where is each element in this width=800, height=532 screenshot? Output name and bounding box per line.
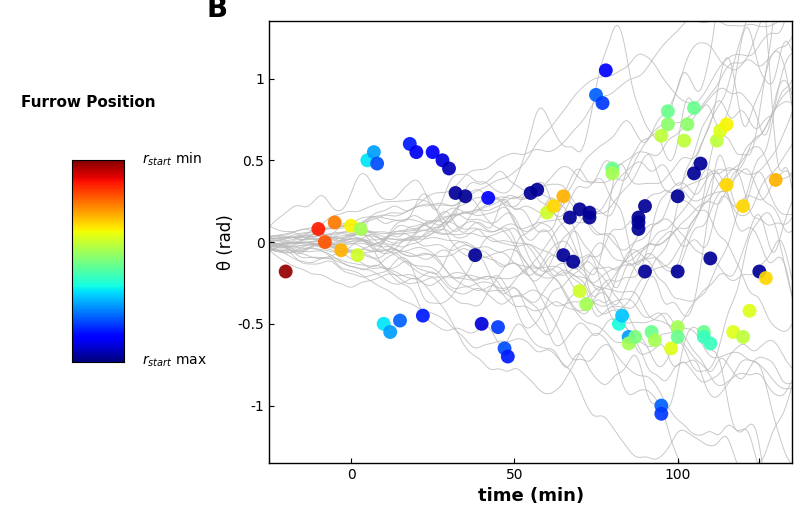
Point [370, 159, 383, 168]
Text: Furrow Position: Furrow Position [21, 95, 156, 110]
Point [622, 332, 635, 341]
Point [714, 127, 726, 135]
Point [574, 205, 586, 214]
Point [410, 148, 422, 156]
Point [312, 225, 325, 233]
Point [743, 306, 756, 315]
Point [704, 254, 717, 263]
Point [583, 213, 596, 222]
Point [688, 104, 701, 112]
Point [417, 311, 430, 320]
Point [622, 339, 635, 348]
Point [394, 317, 406, 325]
Point [361, 156, 374, 164]
Point [671, 332, 684, 341]
Point [770, 176, 782, 184]
Point [681, 120, 694, 129]
Point [384, 328, 397, 336]
Point [737, 202, 750, 210]
Point [655, 401, 668, 410]
Point [671, 323, 684, 331]
Point [688, 169, 701, 178]
Point [328, 218, 341, 227]
Point [541, 209, 554, 217]
Point [449, 189, 462, 197]
Point [482, 194, 494, 202]
Text: B: B [206, 0, 228, 23]
Point [502, 352, 514, 361]
Text: $r_{start}$ min: $r_{start}$ min [142, 151, 202, 168]
Point [566, 257, 579, 266]
Point [632, 213, 645, 222]
Point [606, 164, 618, 173]
Point [710, 136, 723, 145]
Point [632, 225, 645, 233]
Point [671, 192, 684, 201]
Point [671, 267, 684, 276]
Point [498, 344, 511, 353]
Point [599, 66, 612, 74]
Text: $r_{start}$ max: $r_{start}$ max [142, 354, 207, 369]
Point [279, 267, 292, 276]
Point [655, 410, 668, 418]
Point [557, 251, 570, 260]
Point [638, 267, 651, 276]
Point [632, 218, 645, 227]
Point [367, 148, 380, 156]
Point [698, 332, 710, 341]
Point [737, 332, 750, 341]
Point [524, 189, 537, 197]
Point [629, 332, 642, 341]
Point [469, 251, 482, 260]
Point [638, 202, 651, 210]
Point [606, 169, 618, 178]
Point [475, 320, 488, 328]
Point [720, 120, 733, 129]
Point [491, 323, 505, 331]
Point [403, 140, 416, 148]
Point [596, 99, 609, 107]
Point [759, 274, 772, 282]
Point [753, 267, 766, 276]
Point [354, 225, 367, 233]
Point [694, 159, 707, 168]
Point [645, 328, 658, 336]
Y-axis label: θ (rad): θ (rad) [217, 214, 235, 270]
Point [426, 148, 439, 156]
X-axis label: time (min): time (min) [478, 487, 584, 505]
Point [531, 186, 544, 194]
Point [459, 192, 472, 201]
Point [655, 131, 668, 140]
Point [616, 311, 629, 320]
Point [704, 339, 717, 348]
Point [662, 107, 674, 115]
Point [727, 328, 740, 336]
Point [442, 164, 455, 173]
Point [574, 287, 586, 295]
Point [649, 336, 662, 344]
Point [662, 120, 674, 129]
Point [318, 238, 331, 246]
Point [547, 202, 560, 210]
Point [613, 320, 626, 328]
Point [665, 344, 678, 353]
Point [583, 209, 596, 217]
Point [678, 136, 690, 145]
Point [720, 180, 733, 189]
Point [557, 192, 570, 201]
Point [378, 320, 390, 328]
Point [334, 246, 347, 254]
Point [563, 213, 576, 222]
Point [580, 300, 593, 309]
Point [590, 90, 602, 99]
Point [698, 328, 710, 336]
Point [351, 251, 364, 260]
Point [345, 221, 358, 230]
Point [436, 156, 449, 164]
